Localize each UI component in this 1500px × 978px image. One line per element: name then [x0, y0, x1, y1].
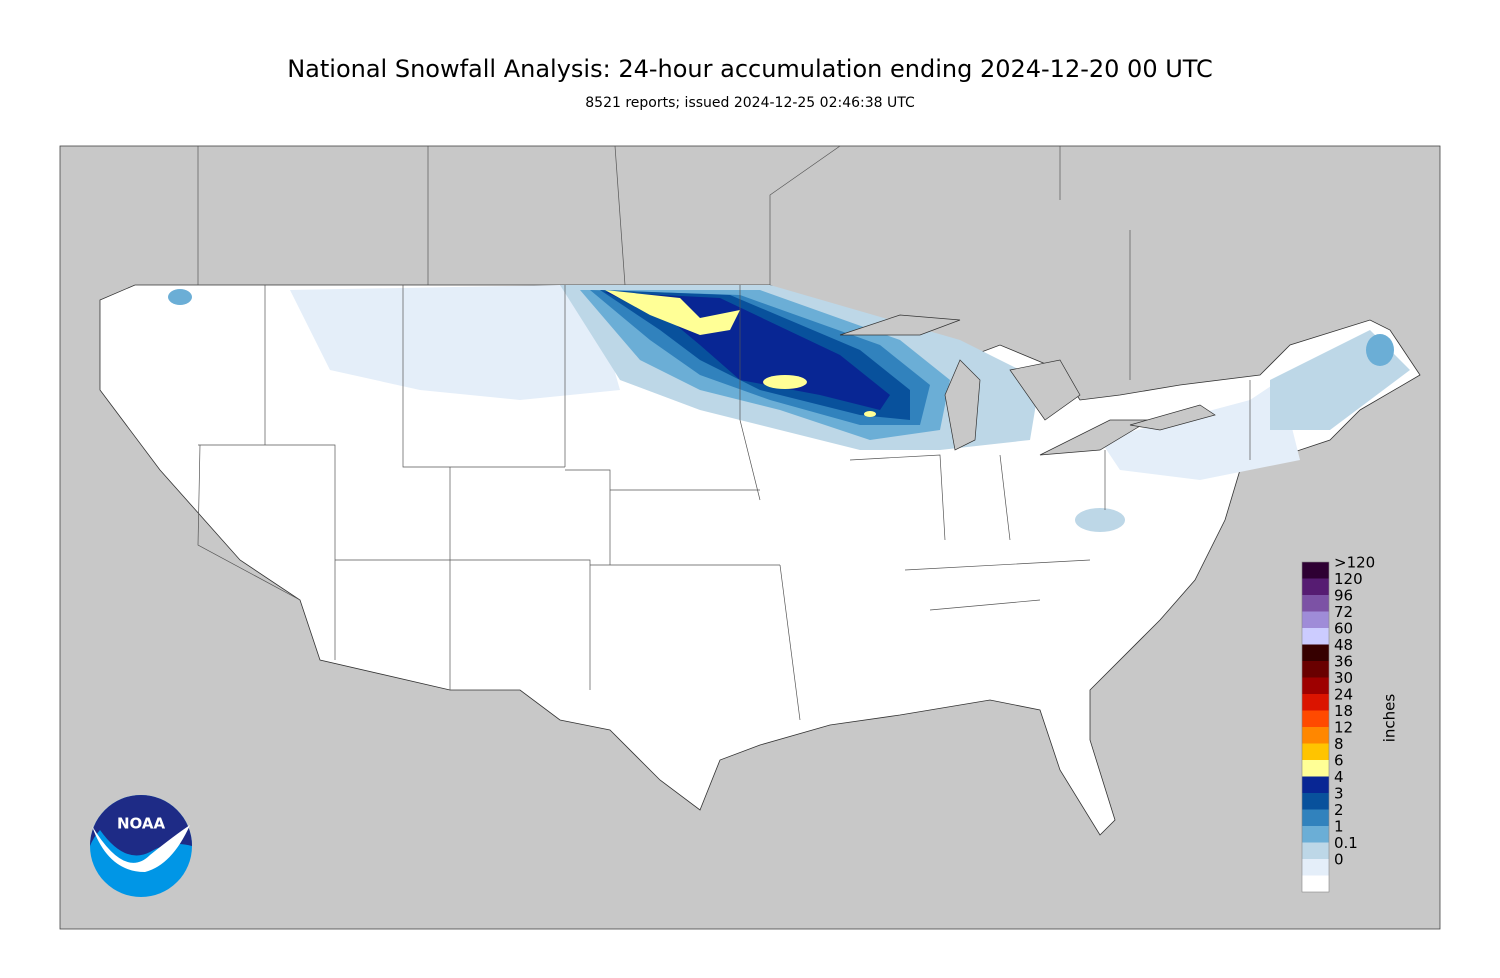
snow — [168, 285, 1410, 532]
logo-text: NOAA — [117, 815, 166, 833]
legend-label: 48 — [1334, 636, 1353, 654]
legend-swatch — [1302, 578, 1329, 595]
legend-label: 6 — [1334, 752, 1344, 770]
legend-swatch — [1302, 710, 1329, 727]
legend-label: 12 — [1334, 719, 1353, 737]
legend-label: 30 — [1334, 669, 1353, 687]
legend-swatch — [1302, 628, 1329, 645]
legend-swatch — [1302, 809, 1329, 826]
legend-frame — [1301, 561, 1330, 893]
legend-unit: inches — [1381, 694, 1399, 743]
great-lakes — [839, 314, 1216, 456]
legend-swatch — [1302, 562, 1329, 579]
legend-swatch — [1302, 661, 1329, 678]
legend-label: 60 — [1334, 620, 1353, 638]
legend-label: 72 — [1334, 603, 1353, 621]
legend-label: 120 — [1334, 570, 1363, 588]
legend-swatch — [1302, 859, 1329, 876]
legend-label: 3 — [1334, 785, 1344, 803]
legend-label: 24 — [1334, 686, 1353, 704]
legend-label: 1 — [1334, 818, 1344, 836]
legend-swatch — [1302, 694, 1329, 711]
legend-bottom-swatch — [1302, 875, 1329, 892]
map — [59, 145, 1441, 930]
legend-swatch — [1302, 595, 1329, 612]
legend-label: 0 — [1334, 851, 1344, 869]
title: National Snowfall Analysis: 24-hour accu… — [287, 55, 1213, 83]
legend-label: 2 — [1334, 801, 1344, 819]
legend-label: >120 — [1334, 554, 1375, 572]
legend-swatch — [1302, 760, 1329, 777]
legend-label: 8 — [1334, 735, 1344, 753]
legend-label: 0.1 — [1334, 834, 1358, 852]
legend-swatch — [1302, 644, 1329, 661]
subtitle: 8521 reports; issued 2024-12-25 02:46:38… — [585, 95, 915, 111]
legend-swatch — [1302, 826, 1329, 843]
state-lines — [197, 145, 1251, 721]
legend-label: 4 — [1334, 768, 1344, 786]
legend-swatch — [1302, 842, 1329, 859]
legend-label: 96 — [1334, 587, 1353, 605]
legend-swatch — [1302, 727, 1329, 744]
legend-swatch — [1302, 677, 1329, 694]
legend-label: 36 — [1334, 653, 1353, 671]
legend-swatch — [1302, 743, 1329, 760]
legend-swatch — [1302, 611, 1329, 628]
legend-swatch — [1302, 776, 1329, 793]
noaa-logo: NOAA — [90, 795, 192, 897]
legend-swatch — [1302, 793, 1329, 810]
legend-label: 18 — [1334, 702, 1353, 720]
